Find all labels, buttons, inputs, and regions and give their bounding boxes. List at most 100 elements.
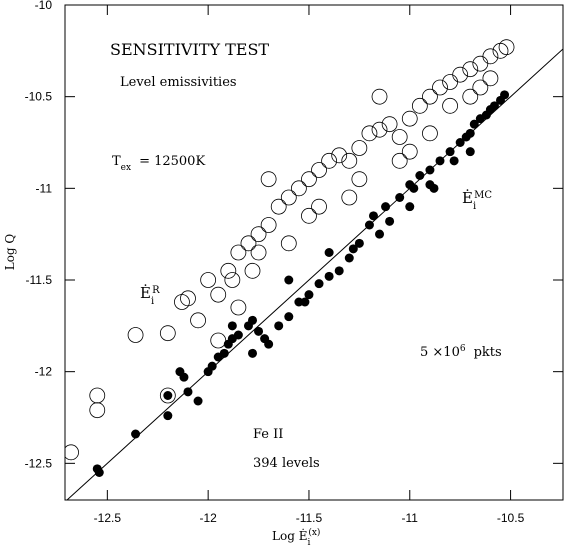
text-sub: i bbox=[473, 201, 476, 212]
filled-point bbox=[348, 244, 358, 254]
filled-point bbox=[381, 202, 391, 212]
text-part: Log Ė bbox=[272, 528, 307, 543]
subtitle: Level emissivities bbox=[120, 75, 237, 90]
open-point bbox=[371, 121, 388, 138]
ion-label: Fe II bbox=[253, 427, 283, 442]
open-point bbox=[89, 402, 106, 419]
open-point bbox=[230, 244, 247, 261]
filled-point bbox=[304, 290, 314, 300]
text-part: T bbox=[112, 154, 121, 169]
filled-point bbox=[405, 202, 415, 212]
open-point bbox=[280, 235, 297, 252]
series-label-r: ĖiR bbox=[140, 284, 160, 307]
filled-point bbox=[163, 391, 173, 400]
open-point bbox=[159, 325, 176, 342]
open-point bbox=[159, 387, 176, 404]
filled-point bbox=[233, 330, 243, 340]
filled-point bbox=[314, 279, 324, 289]
series-label-mc: ĖiMC bbox=[462, 189, 492, 212]
text-part: Ė bbox=[462, 189, 473, 207]
filled-point bbox=[131, 429, 141, 439]
text-part: 5 ×10 bbox=[420, 345, 460, 360]
filled-point bbox=[445, 147, 455, 157]
x-axis-label: Log Ėi(x) bbox=[272, 527, 320, 545]
filled-point bbox=[344, 253, 354, 263]
y-tick-label: -11 bbox=[36, 181, 53, 195]
filled-point bbox=[455, 138, 465, 147]
open-point bbox=[401, 110, 418, 127]
open-point bbox=[482, 48, 499, 65]
y-axis-label: Log Q bbox=[3, 234, 17, 271]
text-part: = 12500K bbox=[139, 154, 205, 169]
x-tick-label: -10.5 bbox=[497, 511, 525, 525]
y-tick-label: -12.5 bbox=[25, 456, 53, 470]
open-point bbox=[341, 152, 358, 169]
open-point bbox=[482, 70, 499, 87]
y-tick-label: -11.5 bbox=[26, 273, 53, 287]
open-point bbox=[200, 272, 217, 288]
text-part: pkts bbox=[474, 345, 502, 360]
y-tick-label: -10 bbox=[35, 0, 53, 12]
open-point bbox=[391, 129, 408, 145]
plot-frame bbox=[64, 4, 564, 501]
text-sup: 6 bbox=[460, 344, 466, 354]
filled-point bbox=[324, 248, 334, 257]
open-point bbox=[89, 387, 106, 404]
filled-point bbox=[227, 321, 237, 331]
packets-label: 5 ×106 pkts bbox=[420, 344, 502, 360]
filled-point bbox=[489, 101, 499, 111]
open-point bbox=[260, 217, 277, 233]
open-point bbox=[351, 171, 368, 188]
filled-point bbox=[334, 266, 344, 276]
open-point bbox=[280, 189, 297, 206]
open-point bbox=[401, 143, 418, 160]
plot-area bbox=[65, 39, 563, 500]
open-point bbox=[270, 198, 287, 215]
filled-point bbox=[248, 348, 258, 358]
open-point bbox=[351, 140, 368, 156]
open-point bbox=[127, 327, 144, 343]
open-point bbox=[422, 125, 438, 142]
y-tick-label: -12 bbox=[35, 365, 53, 379]
open-point bbox=[498, 39, 515, 56]
filled-point bbox=[193, 396, 203, 406]
filled-point bbox=[163, 411, 173, 421]
open-point bbox=[321, 152, 338, 169]
filled-point bbox=[500, 90, 510, 100]
open-point bbox=[361, 125, 378, 142]
filled-point bbox=[300, 297, 310, 307]
filled-point bbox=[465, 128, 475, 138]
open-point bbox=[341, 189, 358, 206]
x-tick-label: -11.5 bbox=[296, 511, 323, 525]
open-point bbox=[371, 88, 388, 105]
open-point bbox=[462, 61, 479, 78]
filled-point bbox=[368, 211, 378, 221]
open-point bbox=[65, 444, 79, 461]
x-tick-label: -12 bbox=[199, 511, 217, 525]
open-point bbox=[180, 290, 196, 307]
filled-point bbox=[324, 271, 334, 281]
open-point bbox=[391, 152, 408, 169]
text-sup: (x) bbox=[308, 527, 320, 538]
filled-point bbox=[219, 348, 229, 358]
text-sub: i bbox=[151, 296, 154, 307]
filled-point bbox=[425, 165, 435, 175]
open-point bbox=[442, 97, 458, 114]
filled-point bbox=[415, 171, 425, 180]
filled-point bbox=[264, 339, 274, 349]
filled-point bbox=[284, 312, 294, 322]
open-point bbox=[190, 312, 206, 329]
open-point bbox=[301, 207, 317, 224]
open-point bbox=[381, 116, 398, 133]
filled-point bbox=[207, 361, 217, 371]
filled-point bbox=[409, 183, 419, 193]
filled-point bbox=[395, 193, 405, 202]
text-sup: MC bbox=[474, 190, 492, 201]
open-point bbox=[230, 299, 247, 316]
reference-line bbox=[66, 48, 563, 500]
filled-point bbox=[375, 229, 385, 239]
filled-point bbox=[449, 156, 459, 166]
temperature-label: Tex = 12500K bbox=[112, 154, 205, 173]
filled-point bbox=[469, 119, 479, 129]
